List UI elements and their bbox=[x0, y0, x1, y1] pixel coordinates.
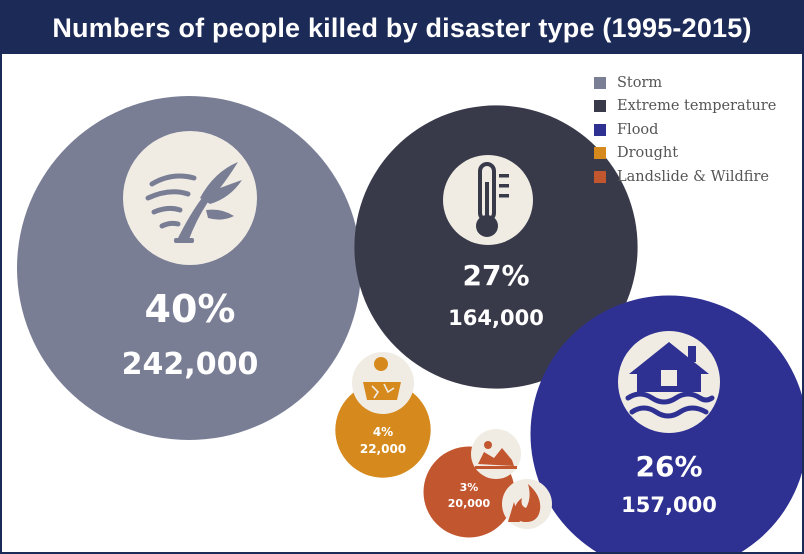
legend-label-landslide-wildfire: Landslide & Wildfire bbox=[617, 168, 769, 185]
legend-label-drought: Drought bbox=[617, 145, 679, 162]
bubble-percent-drought: 4% bbox=[373, 425, 393, 439]
legend-swatch-landslide-wildfire bbox=[594, 170, 606, 183]
legend-item-storm: Storm bbox=[594, 71, 776, 95]
bubble-value-landslide-wildfire: 20,000 bbox=[448, 497, 491, 510]
bubble-drought bbox=[335, 382, 431, 478]
legend-label-flood: Flood bbox=[617, 121, 659, 138]
thermometer-icon bbox=[443, 155, 533, 245]
bubble-storm bbox=[17, 96, 361, 440]
bubble-percent-storm: 40% bbox=[145, 287, 236, 331]
bubble-value-flood: 157,000 bbox=[621, 493, 717, 517]
legend-swatch-extreme-temperature bbox=[594, 100, 606, 113]
bubble-percent-extreme-temperature: 27% bbox=[462, 259, 529, 292]
drought-icon bbox=[352, 352, 414, 414]
bubble-percent-landslide-wildfire: 3% bbox=[460, 481, 479, 494]
legend-item-drought: Drought bbox=[594, 142, 776, 166]
wildfire-icon bbox=[502, 479, 552, 529]
legend-swatch-drought bbox=[594, 147, 606, 160]
bubble-value-extreme-temperature: 164,000 bbox=[448, 306, 544, 330]
bubble-percent-flood: 26% bbox=[635, 450, 702, 483]
house-flood-icon bbox=[618, 331, 720, 433]
chart-title: Numbers of people killed by disaster typ… bbox=[52, 12, 752, 43]
bubble-extreme-temperature bbox=[354, 105, 638, 389]
legend-label-extreme-temperature: Extreme temperature bbox=[617, 98, 777, 115]
legend: Storm Extreme temperature Flood Drought … bbox=[594, 71, 776, 189]
legend-item-extreme-temperature: Extreme temperature bbox=[594, 95, 776, 119]
title-bar: Numbers of people killed by disaster typ… bbox=[2, 2, 802, 54]
legend-label-storm: Storm bbox=[617, 74, 663, 91]
bubble-value-drought: 22,000 bbox=[360, 442, 406, 456]
legend-item-flood: Flood bbox=[594, 118, 776, 142]
legend-swatch-storm bbox=[594, 76, 606, 89]
legend-swatch-flood bbox=[594, 123, 606, 136]
bubble-value-storm: 242,000 bbox=[122, 347, 259, 382]
landslide-icon bbox=[471, 429, 521, 479]
legend-item-landslide-wildfire: Landslide & Wildfire bbox=[594, 165, 776, 189]
storm-icon bbox=[123, 131, 257, 265]
